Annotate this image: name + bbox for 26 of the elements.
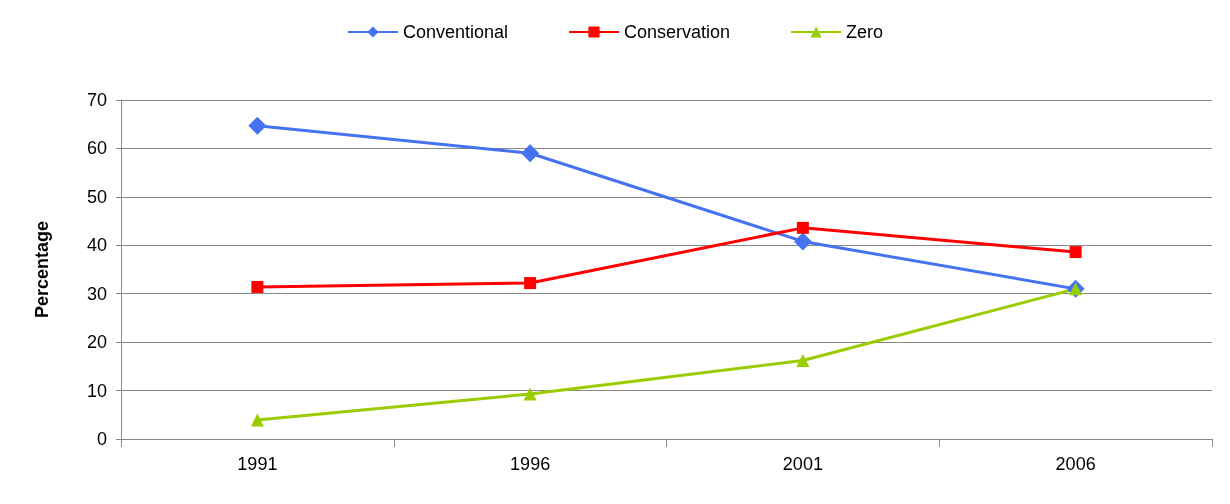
y-tick-label: 20 <box>86 332 107 353</box>
x-tick-label: 1991 <box>237 454 278 474</box>
x-tick-label: 1996 <box>510 454 551 474</box>
y-tick-label: 60 <box>86 138 107 159</box>
point <box>250 413 264 427</box>
y-tick-label: 70 <box>86 90 107 110</box>
y-tick-label: 10 <box>86 380 107 401</box>
x-tick-label: 2001 <box>782 454 823 474</box>
x-tick-label: 2006 <box>1055 454 1096 474</box>
point <box>1069 246 1082 259</box>
point <box>796 221 809 234</box>
point <box>524 277 537 290</box>
y-tick-label: 0 <box>96 429 107 449</box>
y-tick-label: 40 <box>86 235 107 256</box>
y-axis-title: Percentage <box>32 220 52 319</box>
legend-label: Zero <box>846 22 884 42</box>
point <box>251 280 264 293</box>
point <box>796 354 810 368</box>
point <box>521 144 540 163</box>
point <box>248 116 267 135</box>
point <box>793 232 812 251</box>
y-tick-label: 30 <box>86 283 107 304</box>
y-tick-label: 50 <box>86 186 107 207</box>
legend-label: Conservation <box>624 22 731 42</box>
point <box>523 387 537 401</box>
legend-label: Conventional <box>402 22 509 42</box>
